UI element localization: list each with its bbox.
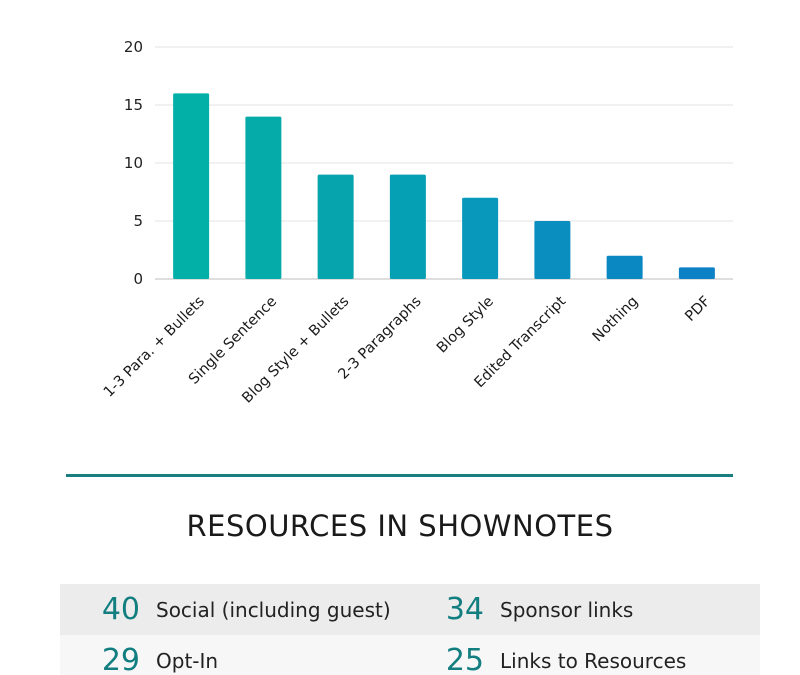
x-tick-label: PDF bbox=[682, 294, 713, 325]
y-tick-label: 0 bbox=[133, 270, 143, 288]
bar bbox=[534, 221, 571, 279]
stat-item: 29 Opt-In bbox=[60, 635, 218, 675]
bar bbox=[245, 116, 282, 279]
stat-item: 34 Sponsor links bbox=[404, 584, 634, 635]
section-title: RESOURCES IN SHOWNOTES bbox=[186, 509, 614, 543]
stat-row: 40 Social (including guest) 34 Sponsor l… bbox=[60, 584, 760, 635]
stat-row: 29 Opt-In 25 Links to Resources bbox=[60, 635, 760, 675]
bar bbox=[606, 255, 643, 279]
bar bbox=[462, 197, 499, 279]
stat-count: 34 bbox=[445, 592, 484, 627]
y-tick-label: 20 bbox=[124, 38, 143, 56]
stat-item: 40 Social (including guest) bbox=[60, 584, 391, 635]
resources-stats: 40 Social (including guest) 34 Sponsor l… bbox=[60, 584, 760, 675]
stat-label: Opt-In bbox=[156, 648, 219, 673]
stat-label: Sponsor links bbox=[500, 597, 634, 622]
y-axis-ticks: 0 5 10 15 20 bbox=[124, 38, 143, 288]
bar bbox=[317, 174, 354, 279]
bar bbox=[389, 174, 426, 279]
stat-label: Social (including guest) bbox=[156, 597, 391, 622]
bar bbox=[678, 267, 715, 279]
grid-lines bbox=[155, 46, 733, 280]
x-tick-label: Nothing bbox=[590, 294, 642, 346]
y-tick-label: 5 bbox=[133, 212, 143, 230]
stat-count: 29 bbox=[101, 643, 140, 675]
x-tick-label: Blog Style bbox=[434, 293, 497, 356]
y-tick-label: 15 bbox=[124, 96, 143, 114]
stat-count: 40 bbox=[101, 592, 140, 627]
bar bbox=[173, 93, 210, 280]
stat-item: 25 Links to Resources bbox=[404, 635, 687, 675]
stat-label: Links to Resources bbox=[500, 648, 687, 673]
y-tick-label: 10 bbox=[124, 154, 143, 172]
section-divider bbox=[66, 474, 733, 477]
stat-count: 25 bbox=[445, 643, 484, 675]
bars bbox=[173, 93, 715, 280]
x-tick-label: 1-3 Para. + Bullets bbox=[101, 294, 208, 401]
